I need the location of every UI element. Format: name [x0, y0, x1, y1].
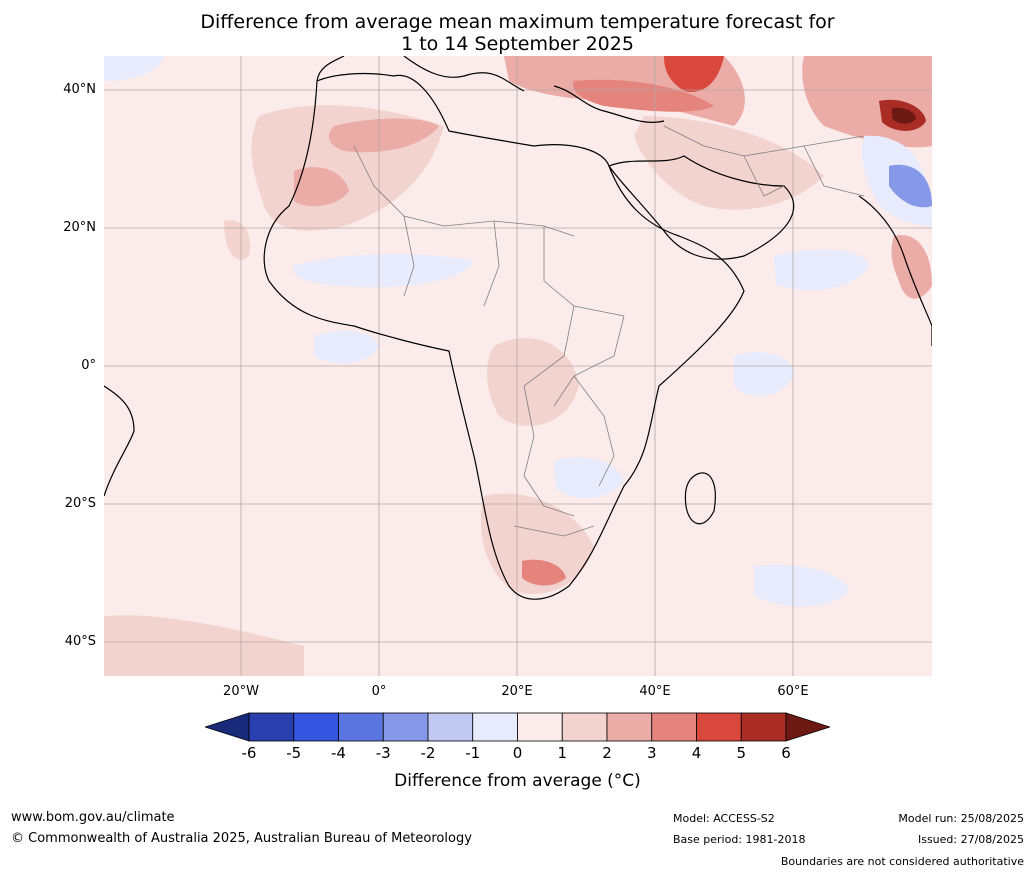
colorbar-box — [472, 712, 518, 742]
warm-anomaly-morocco — [328, 118, 439, 153]
chart-title-line-2: 1 to 14 September 2025 — [401, 33, 634, 55]
colorbar-box — [651, 712, 697, 742]
footer-website[interactable]: www.bom.gov.au/climate — [11, 810, 175, 825]
colorbar-box — [248, 712, 295, 742]
lat-label-20n: 20°N — [63, 220, 96, 235]
anomaly-map — [104, 56, 932, 676]
warm-anomaly-hotspot-core — [892, 107, 916, 124]
colorbar-tick-label: 1 — [557, 744, 568, 762]
colorbar-box — [293, 712, 339, 742]
coastlines — [104, 56, 932, 600]
footer-model-run: Model run: 25/08/2025 — [898, 812, 1024, 825]
africa-coastline — [263, 72, 745, 600]
colorbar-box — [427, 712, 474, 742]
europe-coastline — [316, 56, 665, 123]
colorbar-tick-label: -4 — [331, 744, 346, 762]
warm-anomaly-atlantic-west — [224, 220, 251, 260]
cool-anomaly-sahel — [293, 254, 474, 288]
colorbar-box — [606, 712, 653, 742]
colorbar-box — [696, 712, 742, 742]
cool-anomaly-areas — [104, 56, 932, 607]
colorbar-tick-label: -3 — [375, 744, 391, 762]
footer-copyright: © Commonwealth of Australia 2025, Austra… — [11, 831, 472, 846]
colorbar-tick-label: 4 — [691, 744, 702, 762]
colorbar-box — [517, 712, 563, 742]
india-coastline — [858, 195, 932, 346]
colorbar-tick-label: 0 — [512, 744, 523, 762]
warm-anomaly-areas — [104, 56, 932, 676]
gridlines — [104, 56, 932, 676]
colorbar-extension-high — [785, 712, 830, 742]
cool-anomaly-zambia — [554, 457, 624, 499]
warm-anomaly-caucasus — [664, 56, 724, 92]
colorbar-tick-label: 2 — [602, 744, 612, 762]
cool-anomaly-arabian-sea — [774, 249, 869, 291]
lon-label-20e: 20°E — [501, 684, 533, 699]
colorbar-tick-label: 3 — [646, 744, 657, 762]
warm-anomaly-southern-africa — [480, 493, 594, 594]
cool-anomaly-indian-ocean — [734, 352, 794, 397]
colorbar-box — [561, 712, 608, 742]
arabia-coastline — [608, 155, 795, 260]
lat-label-40s: 40°S — [64, 634, 96, 649]
lat-label-0: 0° — [81, 358, 96, 373]
south-america-coastline — [104, 385, 135, 497]
lon-label-40e: 40°E — [639, 684, 671, 699]
lon-label-0: 0° — [371, 684, 387, 699]
footer-model: Model: ACCESS-S2 — [673, 812, 775, 825]
chart-title-line-1: Difference from average mean maximum tem… — [200, 11, 835, 33]
country-borders — [353, 125, 865, 537]
lon-label-20w: 20°W — [223, 684, 259, 699]
footer-base-period: Base period: 1981-2018 — [673, 833, 806, 846]
colorbar-box — [338, 712, 384, 742]
colorbar-box — [382, 712, 429, 742]
colorbar-tick-label: -5 — [286, 744, 302, 762]
colorbar-label: Difference from average (°C) — [394, 771, 641, 791]
colorbar-tick-label: 6 — [781, 744, 791, 762]
colorbar-box — [740, 712, 787, 742]
footer-issued: Issued: 27/08/2025 — [917, 833, 1024, 846]
lat-label-40n: 40°N — [63, 82, 96, 97]
lon-label-60e: 60°E — [777, 684, 809, 699]
warm-anomaly-east-africa — [487, 338, 579, 426]
madagascar-coastline — [684, 472, 716, 525]
cool-anomaly-south-indian — [754, 564, 849, 607]
colorbar-tick-label: -1 — [465, 744, 481, 762]
warm-anomaly-south-africa-core — [522, 559, 566, 586]
warm-anomaly-turkey — [573, 79, 714, 112]
footer-disclaimer: Boundaries are not considered authoritat… — [780, 855, 1024, 868]
colorbar-tick-label: -2 — [420, 744, 436, 762]
warm-anomaly-sahara-west — [294, 167, 349, 207]
colorbar-tick-label: 5 — [736, 744, 747, 762]
warm-anomaly-atlantic-south — [104, 615, 304, 676]
cool-anomaly-himalaya-core — [889, 164, 932, 208]
cool-anomaly-north-atlantic — [104, 56, 164, 81]
colorbar-extension-low — [205, 712, 250, 742]
cool-anomaly-gulf-guinea — [314, 330, 379, 364]
colorbar — [205, 712, 830, 742]
colorbar-tick-label: -6 — [241, 744, 257, 762]
lat-label-20s: 20°S — [64, 496, 96, 511]
